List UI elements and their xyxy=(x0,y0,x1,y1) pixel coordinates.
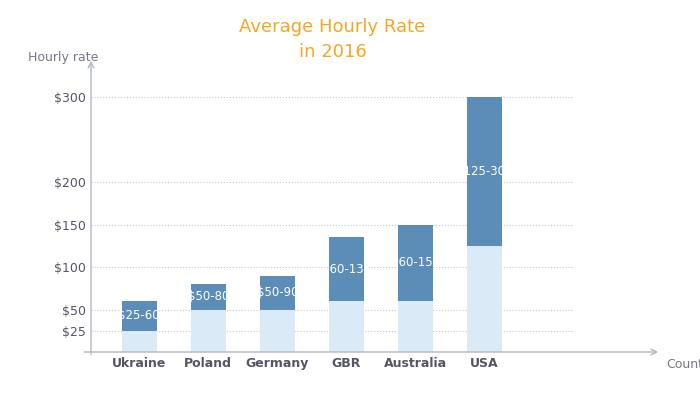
Text: $50-90: $50-90 xyxy=(256,286,298,299)
Bar xyxy=(398,301,433,352)
Bar xyxy=(398,225,433,301)
Text: $25-60: $25-60 xyxy=(118,310,160,322)
Bar xyxy=(260,276,295,310)
Bar xyxy=(122,331,157,352)
Bar xyxy=(191,284,225,310)
Bar xyxy=(191,310,225,352)
Text: $125-300: $125-300 xyxy=(456,165,512,178)
Text: Average Hourly Rate: Average Hourly Rate xyxy=(239,18,426,36)
Text: Hourly rate: Hourly rate xyxy=(28,50,99,64)
Bar xyxy=(467,98,501,246)
Bar xyxy=(122,301,157,331)
Text: Country: Country xyxy=(666,358,700,370)
Text: $60-150: $60-150 xyxy=(391,256,440,270)
Bar xyxy=(467,246,501,352)
Bar xyxy=(329,238,363,301)
Text: $50-80: $50-80 xyxy=(188,290,229,303)
Text: in 2016: in 2016 xyxy=(299,43,366,61)
Bar xyxy=(329,301,363,352)
Bar xyxy=(260,310,295,352)
Text: $60-135: $60-135 xyxy=(322,263,371,276)
